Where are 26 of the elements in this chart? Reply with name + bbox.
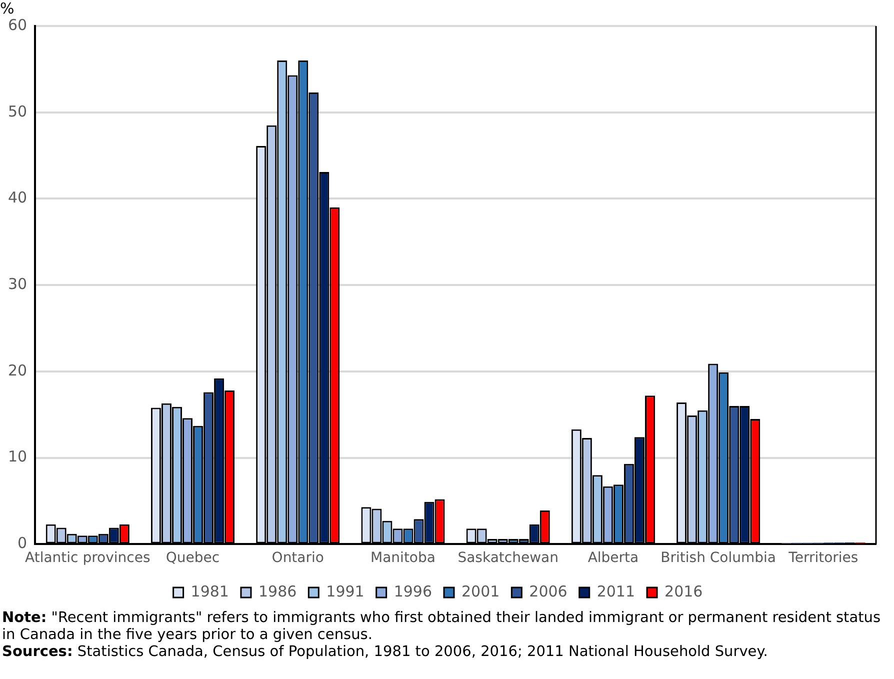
x-tick-label: Ontario: [272, 550, 324, 566]
y-tick-label: 40: [8, 188, 28, 207]
x-tick-label: Atlantic provinces: [25, 550, 150, 566]
text: Note: "Recent immigrants" refers to immigrants who first obtained their landed immigrant or permanent resident status in Canada in the five years prior to a given census.: [2, 610, 882, 644]
y-tick-label: 10: [8, 448, 28, 466]
y-tick-label: 30: [8, 274, 28, 293]
y-tick-label: 50: [8, 102, 28, 120]
source-note: Sources: Statistics Canada, Census of Population, 1981 to 2006, 2016; 2011 National Household Survey.: [2, 644, 769, 661]
x-tick-label: Alberta: [588, 550, 639, 566]
legend-label: 2011: [596, 582, 636, 600]
legend-label: 2001: [462, 582, 500, 600]
x-tick-label: Quebec: [166, 550, 220, 566]
legend-label: 1991: [326, 582, 364, 600]
legend-label: 1996: [394, 582, 432, 600]
legend-label: 2006: [529, 582, 568, 600]
y-tick-label: 20: [8, 361, 28, 380]
y-tick-label: 0: [18, 534, 28, 552]
legend-label: 1986: [258, 582, 297, 600]
x-tick-label: Saskatchewan: [458, 550, 558, 566]
legend-label: 1981: [190, 582, 229, 600]
y-tick-label: 60: [8, 16, 28, 34]
legend-label: 2016: [664, 582, 703, 600]
y-axis-title: %: [0, 0, 14, 18]
x-tick-label: British Columbia: [660, 550, 776, 566]
x-tick-label: Territories: [788, 550, 858, 566]
x-tick-label: Manitoba: [370, 550, 436, 566]
